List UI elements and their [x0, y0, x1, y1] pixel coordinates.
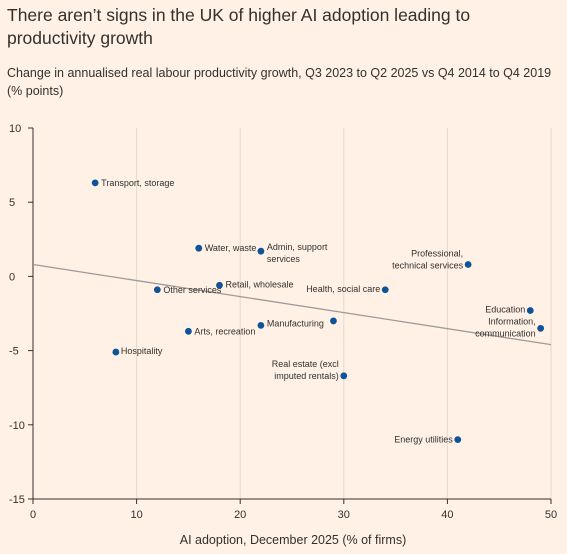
point-label: Professional, technical services: [392, 249, 464, 271]
points-group: [91, 179, 545, 444]
data-point: [185, 327, 192, 335]
data-point: [91, 179, 99, 187]
point-label: Transport, storage: [101, 178, 174, 188]
point-label: Hospitality: [121, 346, 163, 356]
data-point: [454, 436, 462, 444]
point-label: Admin, support services: [267, 242, 328, 264]
point-label: Energy utilities: [394, 435, 453, 445]
x-tick-label: 30: [338, 509, 350, 521]
y-tick-label: 0: [9, 271, 15, 283]
x-tick-label: 20: [234, 509, 246, 521]
data-point: [381, 286, 389, 294]
y-tick-label: -10: [9, 420, 25, 432]
data-point: [464, 261, 472, 268]
trendline: [32, 263, 552, 346]
point-label: Retail, wholesale: [225, 279, 293, 289]
x-tick-label: 10: [130, 509, 142, 521]
data-point: [216, 281, 223, 289]
data-point: [526, 307, 534, 314]
y-tick-label: 10: [9, 123, 21, 135]
x-tick-label: 50: [545, 509, 557, 521]
point-label: Education: [485, 305, 525, 315]
chart-title: There aren’t signs in the UK of higher A…: [7, 5, 471, 48]
x-tick-label: 40: [441, 509, 453, 521]
data-point: [340, 372, 348, 380]
data-point: [112, 348, 120, 356]
data-point: [195, 244, 203, 252]
y-tick-label: 5: [9, 197, 15, 209]
grid-lines: [136, 128, 552, 499]
y-tick-label: -15: [9, 494, 25, 506]
point-label: Real estate (excl imputed rentals): [272, 359, 339, 381]
point-label: Manufacturing: [267, 318, 324, 328]
point-label: Other services: [163, 285, 222, 295]
x-tick-label: 0: [30, 509, 36, 521]
data-point: [153, 286, 161, 294]
point-labels-group: Transport, storage Water, waste Admin, sup…: [101, 178, 535, 445]
data-point: [537, 324, 545, 332]
x-axis-label: AI adoption, December 2025 (% of firms): [180, 533, 407, 547]
point-label: Water, waste: [205, 243, 257, 253]
point-label: Health, social care: [306, 284, 380, 294]
data-point: [257, 321, 265, 329]
data-point: [257, 247, 265, 255]
point-label: Arts, recreation: [194, 326, 255, 336]
point-label: Information, communication: [475, 316, 536, 338]
trendline-group: [32, 263, 552, 346]
y-tick-label: -5: [9, 346, 19, 358]
data-point: [330, 317, 337, 325]
chart-subtitle: Change in annualised real labour product…: [7, 66, 552, 98]
